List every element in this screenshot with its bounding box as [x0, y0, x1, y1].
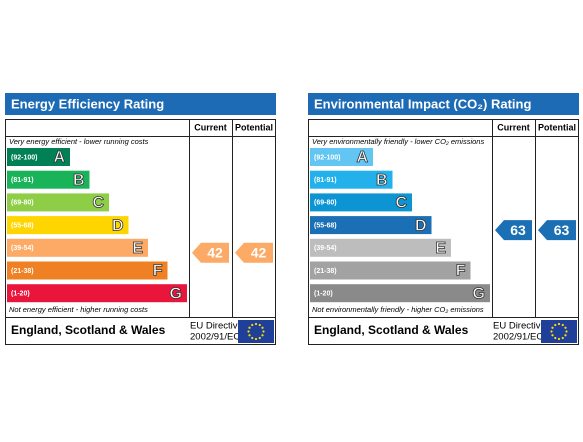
eu-star: [251, 323, 254, 327]
band-letter: E: [132, 240, 143, 257]
eu-star: [262, 330, 265, 333]
eu-star: [550, 330, 553, 333]
band-range: (39-54): [11, 245, 34, 252]
band-range: (55-68): [314, 222, 337, 229]
band-letter: D: [415, 217, 427, 234]
eu-star: [551, 334, 554, 337]
rating-arrow: [495, 220, 532, 241]
eu-star: [554, 323, 557, 327]
rating-value: 63: [554, 222, 570, 238]
band-bar: [310, 148, 373, 166]
eu-star: [248, 326, 251, 329]
rating-arrow: [538, 220, 576, 241]
band-letter: F: [456, 263, 466, 280]
band-letter: C: [395, 195, 407, 212]
footer-directive-no: 2002/91/EC: [493, 332, 543, 343]
title-bar: [308, 93, 579, 115]
band-range: (1-20): [314, 291, 333, 298]
column-header: Potential: [538, 122, 576, 132]
eu-star: [557, 322, 561, 326]
eu-star: [554, 336, 557, 340]
band-bar: [7, 170, 90, 189]
note: Very environmentally friendly - lower CO…: [312, 137, 484, 146]
band-bar: [310, 284, 490, 303]
footer-directive: EU Directive: [493, 321, 546, 332]
rating-value: 63: [510, 222, 526, 238]
band-bar: [7, 216, 129, 235]
eu-star: [561, 336, 564, 340]
band-bar: [7, 148, 70, 166]
eu-star: [261, 334, 264, 337]
eu-star: [564, 334, 567, 337]
footer-directive-no: 2002/91/EC: [190, 332, 240, 343]
band-range: (39-54): [314, 245, 337, 252]
band-bar: [310, 170, 393, 189]
eu-star: [254, 322, 258, 326]
band-range: (21-38): [314, 268, 337, 275]
eu-star: [258, 336, 261, 340]
eu-star: [247, 330, 250, 333]
band-letter: F: [153, 263, 163, 280]
eu-flag: [238, 320, 274, 343]
eu-star: [258, 323, 261, 327]
rating-value: 42: [251, 245, 267, 261]
title-bar: [5, 93, 276, 115]
eu-star: [565, 330, 568, 333]
footer-region: England, Scotland & Wales: [314, 323, 469, 337]
column-header: Current: [194, 122, 227, 132]
eu-star: [551, 326, 554, 329]
column-header: Current: [497, 122, 530, 132]
band-bar: [7, 261, 168, 280]
band-range: (92-100): [11, 154, 37, 161]
eu-star: [557, 337, 561, 341]
footer-region: England, Scotland & Wales: [11, 323, 166, 337]
rating-value: 42: [207, 245, 223, 261]
band-bar: [7, 238, 148, 257]
band-range: (55-68): [11, 222, 34, 229]
frame: [308, 119, 579, 345]
band-letter: G: [473, 285, 485, 302]
eu-flag: [541, 320, 577, 343]
eu-star: [261, 326, 264, 329]
panel-title: Environmental Impact (CO₂) Rating: [314, 96, 531, 111]
band-bar: [310, 261, 471, 280]
band-letter: D: [112, 217, 124, 234]
band-letter: C: [92, 195, 104, 212]
band-letter: G: [170, 285, 182, 302]
band-range: (92-100): [314, 154, 340, 161]
eu-star: [248, 334, 251, 337]
frame: [5, 119, 276, 345]
eu-star: [561, 323, 564, 327]
rating-arrow: [192, 242, 229, 263]
rating-arrow: [235, 242, 273, 263]
note: Not environmentally friendly - higher CO…: [312, 305, 484, 314]
eu-star: [251, 336, 254, 340]
band-range: (69-80): [314, 200, 337, 207]
eu-star: [254, 337, 258, 341]
band-letter: E: [435, 240, 446, 257]
band-letter: B: [73, 172, 85, 189]
band-range: (21-38): [11, 268, 34, 275]
note: Very energy efficient - lower running co…: [9, 137, 149, 146]
eu-star: [564, 326, 567, 329]
band-range: (1-20): [11, 291, 30, 298]
band-range: (81-91): [314, 177, 337, 184]
panel-title: Energy Efficiency Rating: [11, 96, 164, 111]
band-range: (81-91): [11, 177, 34, 184]
note: Not energy efficient - higher running co…: [9, 305, 148, 314]
band-letter: A: [53, 149, 65, 166]
band-range: (69-80): [11, 200, 34, 207]
column-header: Potential: [235, 122, 273, 132]
footer-directive: EU Directive: [190, 321, 243, 332]
band-bar: [310, 216, 432, 235]
band-bar: [7, 193, 109, 212]
band-bar: [7, 284, 187, 303]
band-bar: [310, 193, 412, 212]
band-letter: B: [376, 172, 388, 189]
band-bar: [310, 238, 451, 257]
band-letter: A: [356, 149, 368, 166]
